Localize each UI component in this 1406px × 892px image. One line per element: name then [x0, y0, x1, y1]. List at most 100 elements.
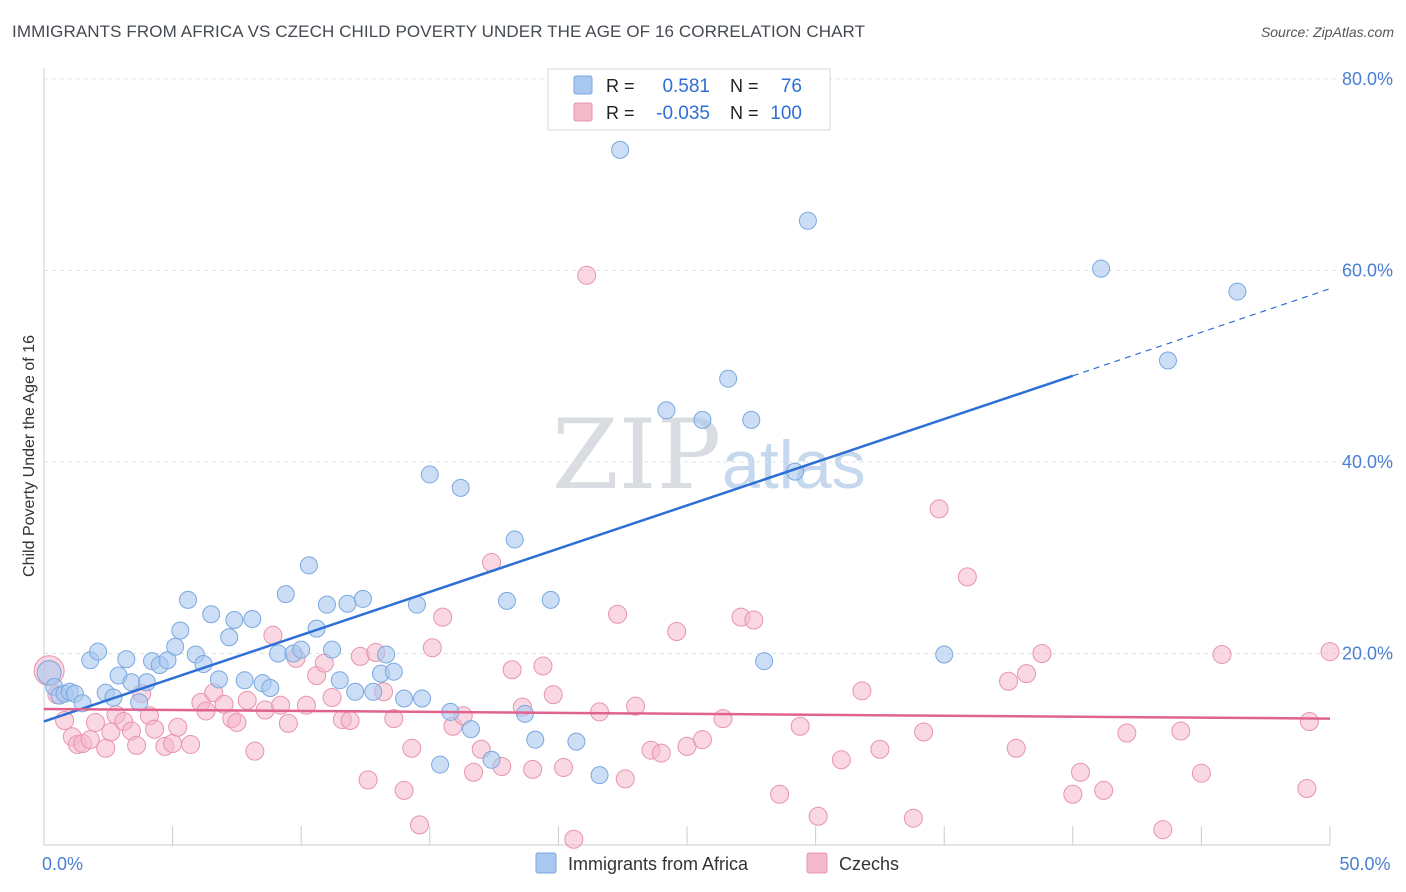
africa-point — [1092, 259, 1111, 278]
africa-point — [158, 651, 177, 670]
czechs-point — [1117, 723, 1137, 743]
czechs-point — [340, 711, 360, 731]
czechs-point — [502, 660, 522, 680]
correlation-legend: R = 0.581 N = 76 R = -0.035 N = 100 — [547, 68, 831, 131]
africa-point — [346, 682, 365, 701]
czechs-point — [615, 769, 635, 789]
czechs-point — [564, 829, 584, 849]
watermark-zip: ZIP — [552, 399, 721, 511]
legend-n-value-czechs: 100 — [770, 103, 802, 124]
africa-point — [225, 610, 244, 629]
x-tick-label: 0.0% — [42, 854, 83, 874]
czechs-point — [1297, 779, 1317, 799]
africa-point — [166, 637, 185, 656]
czechs-point — [533, 656, 553, 676]
czechs-point — [1006, 738, 1026, 758]
legend-r-value-africa: 0.581 — [662, 76, 710, 97]
africa-point — [338, 594, 357, 613]
tick-labels: 0.0% 50.0% 20.0% 40.0% 60.0% 80.0% — [42, 69, 1393, 874]
africa-point — [323, 640, 342, 659]
czechs-point — [1032, 644, 1052, 663]
y-axis-label: Child Poverty Under the Age of 16 — [21, 335, 38, 577]
bottom-legend-label-africa: Immigrants from Africa — [568, 854, 749, 874]
czechs-point — [903, 808, 923, 828]
czechs-point — [831, 750, 851, 770]
bottom-legend-swatch-czechs — [806, 852, 828, 874]
czechs-point — [523, 759, 543, 779]
czechs-point — [1153, 820, 1173, 840]
czechs-point — [957, 567, 977, 587]
africa-point — [261, 678, 280, 697]
czechs-point — [181, 734, 201, 754]
africa-point — [89, 642, 108, 661]
africa-point — [567, 732, 586, 751]
czechs-point — [433, 607, 453, 627]
czechs-point — [85, 712, 105, 732]
africa-point — [202, 605, 221, 624]
africa-point — [330, 671, 349, 690]
y-tick-label: 80.0% — [1342, 69, 1393, 89]
africa-point — [130, 693, 149, 712]
africa-point — [317, 595, 336, 614]
africa-trend-line — [43, 374, 1074, 723]
africa-point — [276, 585, 295, 604]
czechs-point — [1171, 721, 1191, 741]
czechs-point — [80, 730, 100, 750]
x-tick-label: 50.0% — [1339, 854, 1390, 874]
y-tick-label: 60.0% — [1342, 261, 1393, 281]
africa-point — [209, 670, 228, 689]
africa-point — [395, 689, 414, 708]
africa-point — [353, 589, 372, 608]
africa-point — [541, 590, 560, 609]
africa-point — [451, 478, 470, 497]
czechs-point — [1191, 763, 1211, 783]
czechs-point — [870, 739, 890, 759]
czechs-point — [914, 722, 934, 742]
czechs-point — [543, 685, 563, 705]
czechs-point — [713, 709, 733, 729]
africa-point — [526, 730, 545, 749]
africa-point — [384, 662, 403, 681]
czechs-points — [33, 265, 1340, 849]
czechs-point — [852, 681, 872, 701]
legend-r-value-czechs: -0.035 — [656, 103, 710, 124]
africa-point — [364, 682, 383, 701]
czechs-point — [929, 499, 949, 519]
africa-point — [461, 720, 480, 739]
czechs-point — [554, 757, 574, 777]
africa-point — [482, 750, 501, 769]
bottom-legend-swatch-africa — [535, 852, 557, 874]
africa-point — [798, 211, 817, 230]
czechs-point — [237, 690, 257, 710]
czechs-point — [422, 638, 442, 658]
africa-point — [431, 755, 450, 774]
africa-point — [243, 610, 262, 629]
africa-point — [122, 673, 141, 692]
africa-point — [292, 640, 311, 659]
czechs-point — [278, 713, 298, 733]
czechs-point — [790, 716, 810, 736]
africa-point — [299, 556, 318, 575]
czechs-point — [770, 784, 790, 804]
czechs-point — [808, 806, 828, 826]
africa-point — [420, 465, 439, 484]
czechs-point — [227, 712, 247, 732]
czechs-point — [608, 604, 628, 624]
czechs-point — [358, 770, 378, 790]
czechs-point — [1299, 711, 1319, 731]
czechs-point — [1094, 780, 1114, 800]
africa-point — [611, 140, 630, 159]
czechs-point — [1071, 762, 1091, 782]
czechs-point — [1320, 642, 1340, 662]
czechs-point — [1063, 784, 1083, 804]
africa-point — [657, 401, 676, 420]
czechs-point — [1212, 644, 1232, 664]
czechs-point — [402, 738, 422, 758]
africa-point — [742, 410, 761, 429]
africa-point — [269, 644, 288, 663]
legend-n-label-czechs: N = — [730, 103, 759, 123]
czechs-point — [999, 671, 1018, 691]
legend-n-value-africa: 76 — [781, 76, 802, 97]
africa-point — [235, 671, 254, 690]
